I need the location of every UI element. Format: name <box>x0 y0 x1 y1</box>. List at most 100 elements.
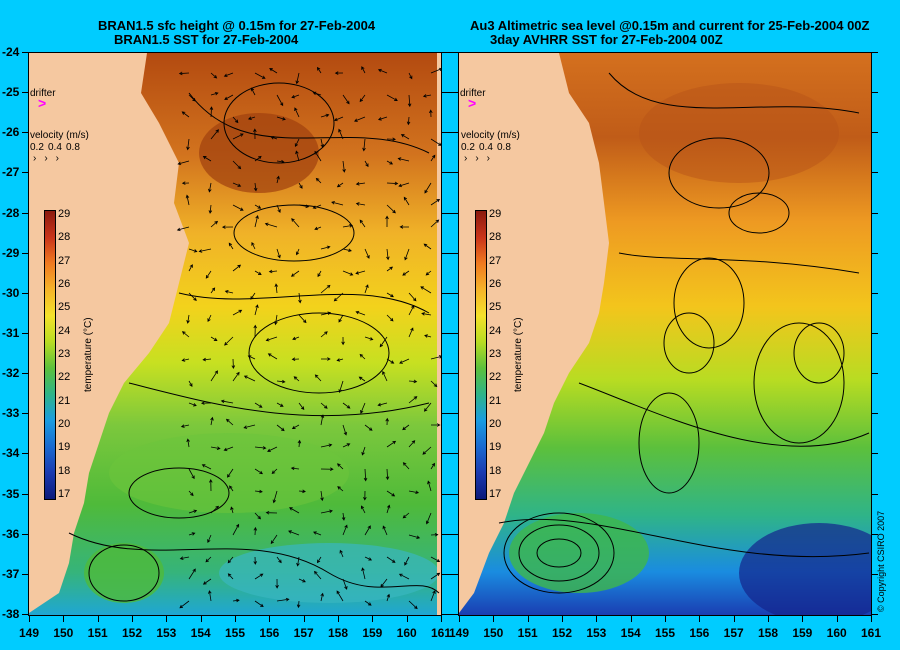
velocity-arrow <box>430 138 441 146</box>
velocity-arrow <box>298 204 310 209</box>
right-x-tick-mark <box>699 616 701 622</box>
y-tick-mark <box>22 373 28 375</box>
y-tick-mark <box>22 212 28 214</box>
velocity-arrow <box>208 590 212 602</box>
velocity-arrow <box>364 248 370 259</box>
velocity-arrow <box>232 598 240 603</box>
y-tick-mark-right <box>442 92 458 94</box>
right-title-line2: 3day AVHRR SST for 27-Feb-2004 00Z <box>490 32 723 47</box>
velocity-arrow <box>320 509 333 514</box>
velocity-arrow <box>314 374 322 382</box>
velocity-arrow <box>408 440 416 448</box>
left-drifter-label: drifter <box>30 88 56 99</box>
velocity-arrow <box>360 505 366 514</box>
velocity-arrow <box>430 67 441 74</box>
velocity-arrow <box>254 446 267 450</box>
velocity-arrow <box>386 137 396 142</box>
velocity-arrow <box>298 314 307 324</box>
velocity-arrow <box>230 506 234 514</box>
velocity-arrow <box>313 531 322 536</box>
velocity-arrow <box>291 424 300 429</box>
velocity-arrow <box>333 116 344 122</box>
y-tick-mark-far <box>872 493 878 495</box>
velocity-arrow <box>188 532 196 536</box>
velocity-arrow <box>355 202 366 206</box>
velocity-arrow <box>188 568 196 580</box>
velocity-arrow <box>294 138 300 148</box>
velocity-arrow <box>243 375 256 382</box>
velocity-arrow <box>360 402 366 414</box>
velocity-arrow <box>250 87 256 96</box>
velocity-arrow <box>254 215 259 228</box>
right-x-tick-mark <box>665 616 666 622</box>
velocity-arrow <box>271 468 278 475</box>
velocity-arrow <box>355 270 366 275</box>
velocity-arrow <box>291 94 300 99</box>
right-x-tick-label: 154 <box>620 626 641 640</box>
velocity-arrow <box>408 534 421 539</box>
velocity-arrow <box>209 478 213 492</box>
velocity-arrow <box>296 556 300 567</box>
velocity-arrow <box>342 224 354 228</box>
velocity-arrow <box>290 270 300 277</box>
velocity-arrow <box>404 248 410 261</box>
velocity-arrow <box>270 136 278 140</box>
velocity-arrow <box>385 215 389 228</box>
velocity-arrow <box>313 570 322 580</box>
y-tick-mark <box>22 292 28 294</box>
velocity-arrow <box>232 204 244 211</box>
right-x-tick-mark <box>630 616 632 622</box>
velocity-arrow <box>210 446 221 450</box>
left-x-tick-mark <box>406 616 408 622</box>
velocity-arrow <box>188 468 195 480</box>
velocity-arrow <box>320 592 324 602</box>
right-x-tick-mark <box>493 616 495 622</box>
y-tick-mark <box>22 132 28 134</box>
left-colorbar-tick: 26 <box>58 278 71 290</box>
velocity-arrow <box>386 490 396 497</box>
left-x-tick-mark <box>97 616 99 622</box>
velocity-arrow <box>314 150 322 162</box>
right-x-tick-mark <box>871 616 872 622</box>
velocity-arrow <box>276 597 290 602</box>
left-x-tick-mark <box>235 616 236 622</box>
right-velocity-label: velocity (m/s) <box>461 130 520 141</box>
y-tick-mark-right <box>442 52 458 53</box>
y-tick-mark-far <box>872 292 878 294</box>
velocity-arrow <box>268 269 278 274</box>
velocity-arrow <box>276 94 284 107</box>
velocity-arrow <box>408 490 420 495</box>
velocity-arrow <box>176 226 190 232</box>
velocity-arrow <box>359 94 366 103</box>
right-colorbar-tick: 22 <box>489 371 502 384</box>
velocity-arrow <box>264 222 278 228</box>
velocity-arrow <box>202 155 212 162</box>
y-tick-label: -32 <box>2 366 20 381</box>
velocity-arrow <box>210 416 214 426</box>
velocity-arrow <box>254 304 259 316</box>
velocity-arrow <box>336 358 344 362</box>
y-tick-mark-right <box>442 413 458 415</box>
right-colorbar-tick: 17 <box>489 488 502 500</box>
velocity-arrow <box>221 225 234 229</box>
velocity-arrow <box>232 309 243 316</box>
left-velocity-scale-3: 0.8 <box>66 142 80 153</box>
velocity-arrow <box>430 423 441 427</box>
velocity-arrow <box>254 600 264 608</box>
velocity-arrow <box>342 248 352 253</box>
velocity-arrow <box>207 534 212 543</box>
right-x-tick-label: 151 <box>517 626 538 640</box>
velocity-arrow <box>339 549 344 558</box>
velocity-arrow <box>320 284 331 294</box>
velocity-arrow <box>342 270 354 276</box>
y-tick-mark-far <box>872 172 878 174</box>
left-colorbar-tick: 25 <box>58 301 71 314</box>
y-tick-mark <box>22 333 28 334</box>
velocity-arrow <box>358 376 366 382</box>
velocity-arrow <box>423 243 432 250</box>
y-tick-mark-far <box>872 453 878 455</box>
velocity-arrow <box>342 94 350 105</box>
velocity-arrow <box>386 248 390 261</box>
velocity-arrow <box>205 556 212 563</box>
velocity-arrow <box>179 556 190 560</box>
